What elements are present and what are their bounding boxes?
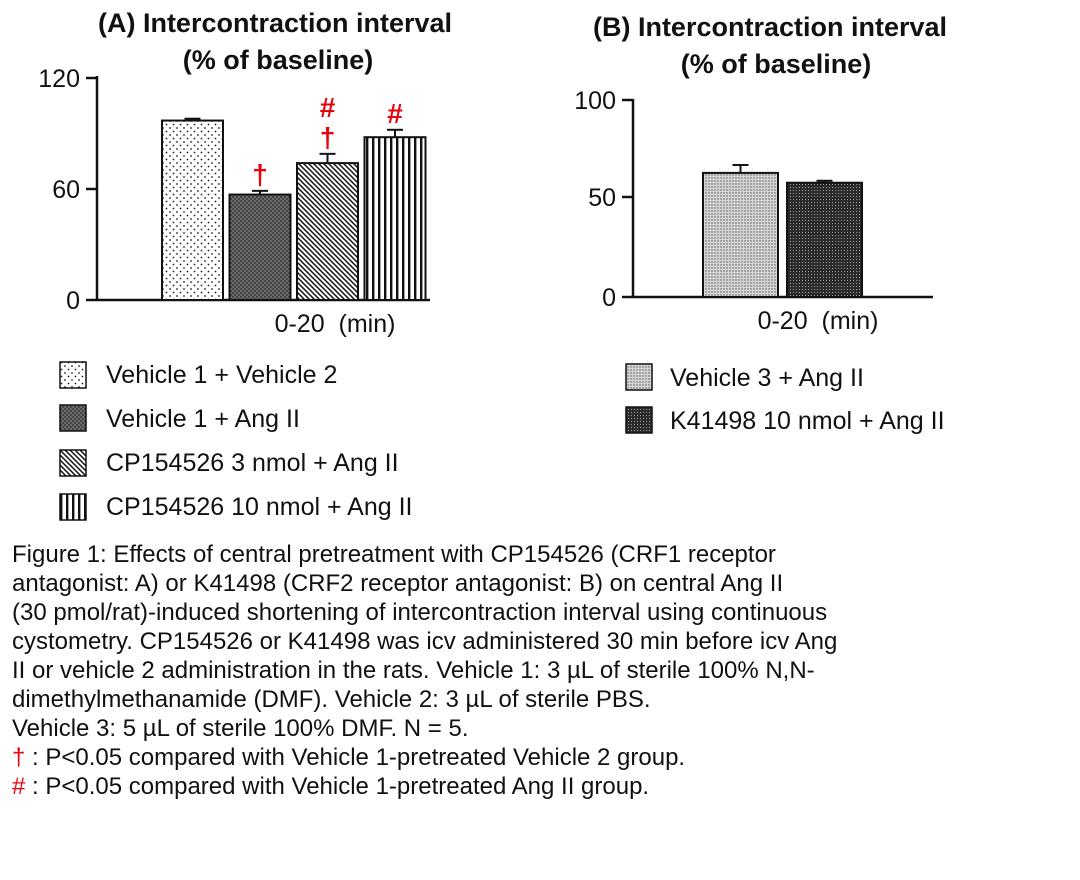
panel-a-title-line2: (% of baseline) bbox=[183, 45, 374, 75]
caption-line-4: cystometry. CP154526 or K41498 was icv a… bbox=[12, 628, 838, 655]
legend-swatch-k41498-angii bbox=[625, 406, 653, 434]
legend-swatch-cp3-angii bbox=[59, 449, 87, 477]
panel-a-bars: †#†# bbox=[161, 92, 427, 301]
caption-line-3: (30 pmol/rat)-induced shortening of inte… bbox=[12, 599, 828, 626]
panel-a-legend: Vehicle 1 + Vehicle 2 Vehicle 1 + Ang II… bbox=[59, 361, 412, 521]
caption-line-6: dimethylmethanamide (DMF). Vehicle 2: 3 … bbox=[12, 686, 651, 713]
panel-a-tick-label-120: 120 bbox=[38, 65, 80, 93]
significance-marker-a-4-1: # bbox=[387, 98, 403, 129]
bar-a-3 bbox=[296, 162, 359, 301]
bar-a-4 bbox=[363, 136, 427, 301]
panel-b-tick-label-0: 0 bbox=[602, 284, 616, 312]
figure-charts: (A) Intercontraction interval (% of base… bbox=[38, 8, 947, 521]
figure-caption: Figure 1: Effects of central pretreatmen… bbox=[12, 540, 1072, 801]
bar-a-1 bbox=[161, 119, 224, 301]
legend-swatch-vehicle1-angii bbox=[59, 404, 87, 432]
panel-b-tick-label-100: 100 bbox=[574, 87, 616, 115]
caption-line-7: Vehicle 3: 5 µL of sterile 100% DMF. N =… bbox=[12, 715, 469, 742]
panel-b-legend: Vehicle 3 + Ang II K41498 10 nmol + Ang … bbox=[625, 363, 945, 435]
panel-b: (B) Intercontraction interval (% of base… bbox=[574, 12, 947, 435]
caption-line-2: antagonist: A) or K41498 (CRF2 receptor … bbox=[12, 570, 784, 597]
panel-a-tick-label-0: 0 bbox=[66, 287, 80, 315]
panel-b-x-label: 0-20 (min) bbox=[758, 307, 879, 335]
hash-note-text: : P<0.05 compared with Vehicle 1-pretrea… bbox=[25, 773, 650, 800]
legend-label-cp3-angii: CP154526 3 nmol + Ang II bbox=[106, 449, 399, 477]
significance-marker-a-3-2: † bbox=[320, 122, 336, 153]
dagger-note-text: : P<0.05 compared with Vehicle 1-pretrea… bbox=[25, 744, 686, 771]
panel-a-title-line1: (A) Intercontraction interval bbox=[98, 8, 452, 38]
significance-marker-a-2-1: † bbox=[252, 159, 268, 190]
caption-line-5: II or vehicle 2 administration in the ra… bbox=[12, 657, 815, 684]
caption-note-hash: # : P<0.05 compared with Vehicle 1-pretr… bbox=[12, 772, 1072, 801]
panel-b-bars bbox=[702, 164, 863, 299]
legend-swatch-cp10-angii bbox=[59, 493, 87, 521]
legend-label-vehicle1-vehicle2: Vehicle 1 + Vehicle 2 bbox=[106, 361, 337, 389]
legend-swatch-vehicle1-vehicle2 bbox=[59, 361, 87, 389]
legend-label-vehicle1-angii: Vehicle 1 + Ang II bbox=[106, 405, 300, 433]
caption-line-1: Figure 1: Effects of central pretreatmen… bbox=[12, 541, 776, 568]
legend-swatch-vehicle3-angii bbox=[625, 363, 653, 391]
panel-a-x-label: 0-20 (min) bbox=[275, 310, 396, 338]
bar-b-1 bbox=[702, 171, 779, 298]
caption-note-dagger: † : P<0.05 compared with Vehicle 1-pretr… bbox=[12, 743, 1072, 772]
legend-label-vehicle3-angii: Vehicle 3 + Ang II bbox=[670, 364, 864, 392]
significance-marker-a-3-1: # bbox=[320, 92, 336, 123]
hash-symbol: # bbox=[12, 773, 26, 800]
legend-label-cp10-angii: CP154526 10 nmol + Ang II bbox=[106, 493, 412, 521]
bar-b-2 bbox=[786, 181, 863, 299]
panel-a-tick-label-60: 60 bbox=[52, 176, 80, 204]
legend-label-k41498-angii: K41498 10 nmol + Ang II bbox=[670, 407, 945, 435]
panel-a: (A) Intercontraction interval (% of base… bbox=[38, 8, 452, 521]
dagger-symbol: † bbox=[12, 744, 26, 771]
bar-a-2 bbox=[228, 193, 292, 301]
panel-b-tick-label-50: 50 bbox=[588, 184, 616, 212]
panel-b-title-line1: (B) Intercontraction interval bbox=[593, 12, 947, 42]
panel-b-title-line2: (% of baseline) bbox=[681, 49, 872, 79]
